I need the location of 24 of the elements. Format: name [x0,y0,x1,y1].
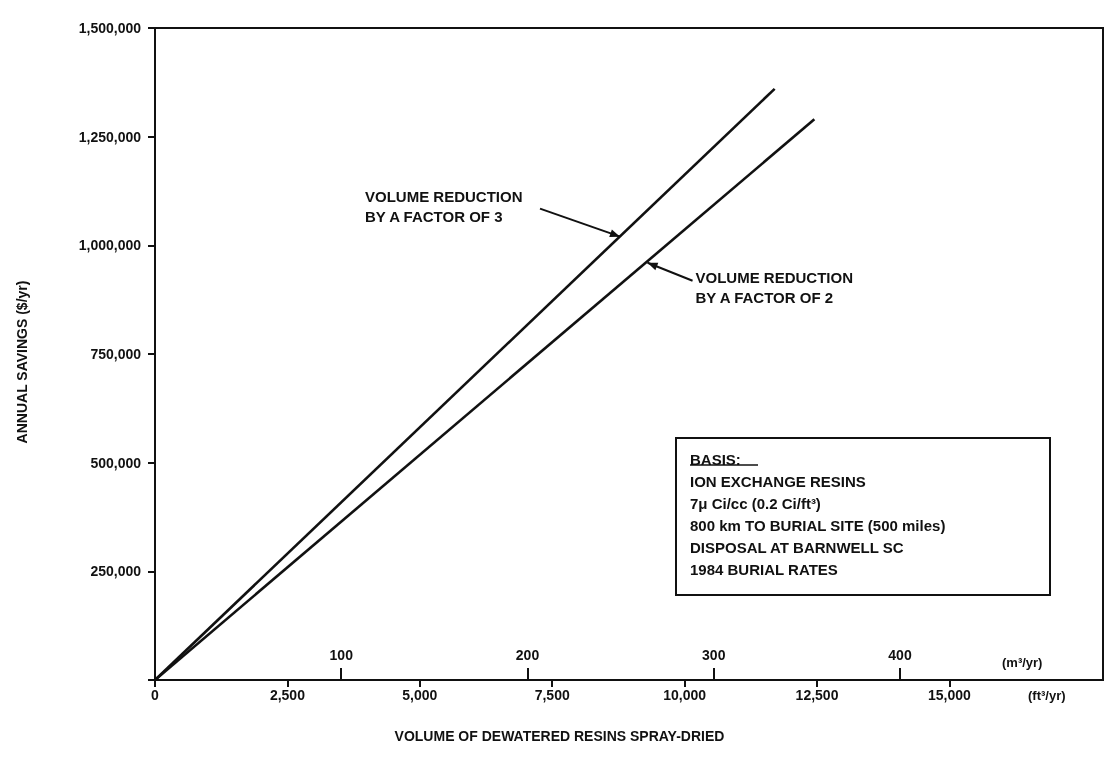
y-tick-label: 1,000,000 [78,237,142,254]
y-tick-label: 750,000 [90,346,142,362]
text: (ft³/yr) [1028,688,1066,703]
x-tick-label: 5,000 [402,687,438,703]
y-tick-label: 1,250,000 [78,128,142,145]
y-tick-label: 250,000 [90,563,142,580]
y-tick-label: 1,500,000 [78,20,142,36]
x2-tick-label: 100 [329,647,354,663]
x2-axis-title: (m³/yr) [1002,655,1043,670]
annotation: VOLUME REDUCTION BY A FACTOR OF 2 [695,269,854,307]
x-tick-label: 2,500 [269,687,306,703]
x-tick-label: 0 [151,687,160,703]
y-tick-label: 500,000 [90,454,142,471]
x2-tick-label: 400 [888,647,912,663]
x2-tick-label: 200 [515,647,540,663]
annotation: BASIS: ION EXCHANGE RESINS 7μ Ci/cc (0.2 Ci/ft³) 800 km TO BURIAL SITE (500 miles) DISPOSAL AT BARNWELL SC 1984 BURIAL RATES [690,450,946,578]
x-tick-label: 15,000 [928,687,972,703]
x-axis-title: VOLUME OF DEWATERED RESINS SPRAY-DRIED [394,728,725,744]
x-tick-label: 7,500 [534,687,570,703]
y-axis-title: ANNUAL SAVINGS ($/yr) [14,280,30,444]
x-tick-label: 12,500 [795,687,839,703]
annotation: VOLUME REDUCTION BY A FACTOR OF 3 [365,188,523,226]
x2-tick-label: 300 [702,647,726,663]
x-tick-label: 10,000 [663,687,707,703]
